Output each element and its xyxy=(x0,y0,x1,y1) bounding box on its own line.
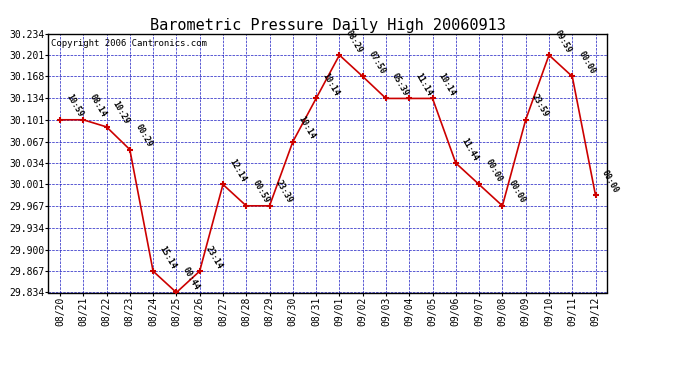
Text: 23:59: 23:59 xyxy=(530,93,550,119)
Text: 23:39: 23:39 xyxy=(274,179,294,205)
Text: 00:00: 00:00 xyxy=(600,168,620,195)
Text: 09:59: 09:59 xyxy=(553,28,573,54)
Text: 15:14: 15:14 xyxy=(157,244,177,270)
Text: 10:14: 10:14 xyxy=(437,72,457,98)
Text: 00:44: 00:44 xyxy=(181,266,201,292)
Text: Copyright 2006 Cantronics.com: Copyright 2006 Cantronics.com xyxy=(51,39,207,48)
Text: 07:50: 07:50 xyxy=(367,50,387,76)
Text: 12:14: 12:14 xyxy=(227,158,248,184)
Text: 00:29: 00:29 xyxy=(134,123,155,149)
Text: 10:29: 10:29 xyxy=(110,100,131,126)
Text: 10:14: 10:14 xyxy=(320,72,341,98)
Text: 00:00: 00:00 xyxy=(576,50,597,76)
Text: 00:00: 00:00 xyxy=(483,158,504,184)
Text: 10:59: 10:59 xyxy=(64,93,84,119)
Text: 08:14: 08:14 xyxy=(88,93,108,119)
Text: 11:44: 11:44 xyxy=(460,136,480,162)
Text: 08:29: 08:29 xyxy=(344,28,364,54)
Text: 00:59: 00:59 xyxy=(250,179,270,205)
Text: 00:00: 00:00 xyxy=(506,179,527,205)
Title: Barometric Pressure Daily High 20060913: Barometric Pressure Daily High 20060913 xyxy=(150,18,506,33)
Text: 05:39: 05:39 xyxy=(390,72,411,98)
Text: 10:14: 10:14 xyxy=(297,115,317,141)
Text: 11:14: 11:14 xyxy=(413,72,434,98)
Text: 23:14: 23:14 xyxy=(204,244,224,270)
